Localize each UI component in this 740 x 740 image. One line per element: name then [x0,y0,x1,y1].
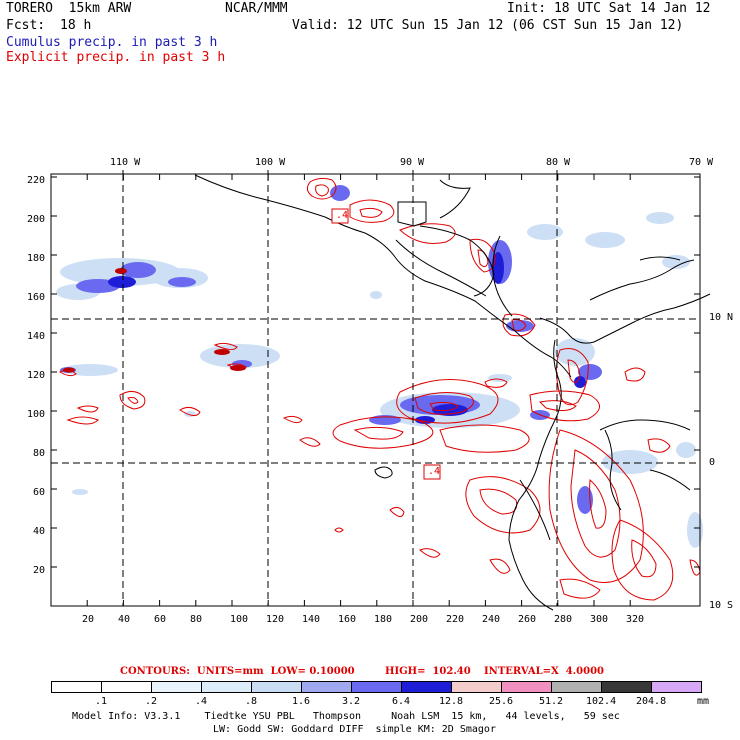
init-time: Init: 18 UTC Sat 14 Jan 12 [507,1,711,16]
colorbar-label: 1.6 [292,696,311,707]
lat-label-10s: 10 S [709,600,734,611]
model-physics: LW: Godd SW: Goddard DIFF simple KM: 2D … [213,724,496,735]
x-tick-label: 140 [302,614,321,625]
y-tick-label: 200 [27,214,46,225]
lon-label-110w: 110 W [110,157,141,168]
y-tick-label: 60 [33,487,46,498]
x-tick-label: 40 [118,614,131,625]
x-tick-label: 60 [154,614,167,625]
lon-label-100w: 100 W [255,157,286,168]
colorbar-swatch [201,681,252,693]
colorbar-swatch [601,681,652,693]
contour-interval: INTERVAL=X 4.0000 [484,666,604,677]
colorbar-label: 25.6 [489,696,514,707]
x-tick-label: 80 [190,614,203,625]
colorbar-label: 204.8 [636,696,667,707]
colorbar-label: 51.2 [539,696,564,707]
lat-label-10n: 10 N [709,312,734,323]
colorbar-label: 6.4 [392,696,411,707]
cumulus-precip-areas [56,185,703,548]
y-tick-label: 40 [33,526,46,537]
lat-lon-grid [51,174,700,606]
fcst-label: Fcst: [6,18,46,33]
y-tick-label: 120 [27,370,46,381]
y-tick-label: 180 [27,253,46,264]
y-tick-label: 220 [27,175,46,186]
x-tick-label: 220 [446,614,465,625]
x-tick-label: 20 [82,614,95,625]
colorbar-unit: mm [697,696,710,707]
colorbar-swatch [51,681,102,693]
lon-label-80w: 80 W [546,157,571,168]
colorbar-swatch [151,681,202,693]
colorbar-swatch [351,681,402,693]
x-tick-label: 120 [266,614,285,625]
cumulus-legend: Cumulus precip. in past 3 h [6,35,218,50]
x-tick-label: 300 [590,614,609,625]
colorbar-label: .1 [95,696,108,707]
x-tick-label: 100 [230,614,249,625]
model-name: TORERO 15km ARW [6,1,132,16]
model-info: Model Info: V3.3.1 Tiedtke YSU PBL Thomp… [72,711,620,722]
valid-time: Valid: 12 UTC Sun 15 Jan 12 (06 CST Sun … [292,18,684,33]
colorbar-label: 3.2 [342,696,361,707]
box-label-frame-1 [331,208,349,224]
contour-high: HIGH= 102.40 [385,666,471,677]
axis-ticks [50,170,700,607]
colorbar-label: .2 [145,696,158,707]
colorbar-swatch [401,681,452,693]
contour-info: CONTOURS: UNITS=mm LOW= 0.10000 [120,666,355,677]
lon-label-70w: 70 W [689,157,714,168]
colorbar-swatch [101,681,152,693]
colorbar-swatch [301,681,352,693]
colorbar-label: 12.8 [439,696,464,707]
lon-label-90w: 90 W [400,157,425,168]
box-label-2: .4 [428,466,441,477]
fcst-value: 18 h [60,18,92,33]
colorbar-swatch [251,681,302,693]
explicit-precip-cores [63,268,246,373]
colorbar-label: .4 [195,696,208,707]
x-tick-label: 160 [338,614,357,625]
y-tick-label: 140 [27,331,46,342]
map-frame [50,173,701,607]
y-tick-label: 20 [33,565,46,576]
coastlines [194,174,711,611]
x-tick-label: 320 [626,614,645,625]
lat-label-0: 0 [709,457,716,468]
x-tick-label: 280 [554,614,573,625]
y-tick-label: 100 [27,409,46,420]
org-label: NCAR/MMM [225,1,288,16]
colorbar-swatch [651,681,702,693]
colorbar-swatch [501,681,552,693]
x-tick-label: 240 [482,614,501,625]
x-tick-label: 200 [410,614,429,625]
y-tick-label: 160 [27,292,46,303]
colorbar-label: .8 [245,696,258,707]
x-tick-label: 180 [374,614,393,625]
explicit-legend: Explicit precip. in past 3 h [6,50,226,65]
y-tick-label: 80 [33,448,46,459]
box-label-1: .4 [336,210,349,221]
box-label-frame-2 [423,464,441,480]
colorbar-swatch [451,681,502,693]
colorbar-swatch [551,681,602,693]
colorbar-label: 102.4 [586,696,617,707]
x-tick-label: 260 [518,614,537,625]
